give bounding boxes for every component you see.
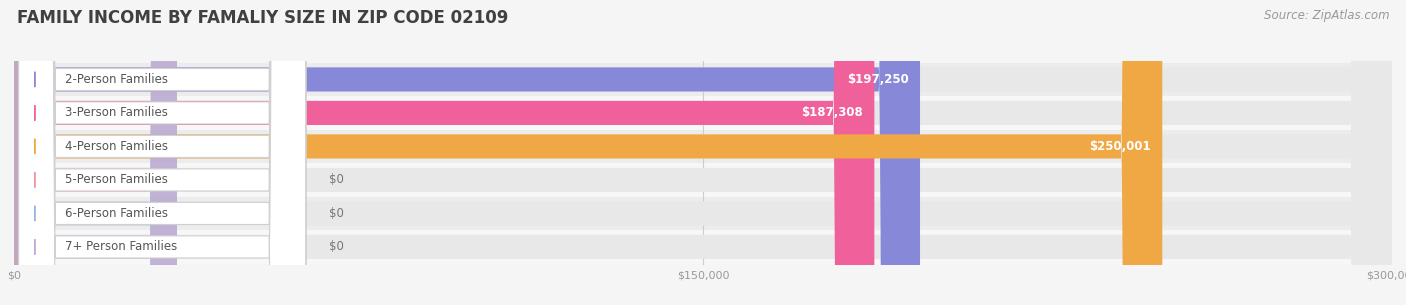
FancyBboxPatch shape <box>14 163 1392 197</box>
Text: 4-Person Families: 4-Person Families <box>65 140 167 153</box>
Text: Source: ZipAtlas.com: Source: ZipAtlas.com <box>1264 9 1389 22</box>
Text: 7+ Person Families: 7+ Person Families <box>65 240 177 253</box>
FancyBboxPatch shape <box>14 0 177 305</box>
Text: 6-Person Families: 6-Person Families <box>65 207 167 220</box>
FancyBboxPatch shape <box>14 0 875 305</box>
FancyBboxPatch shape <box>14 0 1392 305</box>
FancyBboxPatch shape <box>14 0 1392 305</box>
FancyBboxPatch shape <box>14 0 177 305</box>
Text: $0: $0 <box>329 174 343 186</box>
FancyBboxPatch shape <box>18 0 305 305</box>
FancyBboxPatch shape <box>14 0 1163 305</box>
FancyBboxPatch shape <box>18 0 305 305</box>
Text: $0: $0 <box>329 240 343 253</box>
FancyBboxPatch shape <box>18 0 305 305</box>
FancyBboxPatch shape <box>18 0 305 305</box>
FancyBboxPatch shape <box>18 0 305 305</box>
FancyBboxPatch shape <box>14 0 920 305</box>
FancyBboxPatch shape <box>14 0 1392 305</box>
Text: $197,250: $197,250 <box>846 73 908 86</box>
FancyBboxPatch shape <box>14 0 1392 305</box>
FancyBboxPatch shape <box>14 230 1392 264</box>
Text: $187,308: $187,308 <box>801 106 863 120</box>
Text: $0: $0 <box>329 207 343 220</box>
Text: 5-Person Families: 5-Person Families <box>65 174 167 186</box>
Text: FAMILY INCOME BY FAMALIY SIZE IN ZIP CODE 02109: FAMILY INCOME BY FAMALIY SIZE IN ZIP COD… <box>17 9 508 27</box>
FancyBboxPatch shape <box>14 197 1392 230</box>
FancyBboxPatch shape <box>14 63 1392 96</box>
Text: 3-Person Families: 3-Person Families <box>65 106 167 120</box>
FancyBboxPatch shape <box>14 130 1392 163</box>
FancyBboxPatch shape <box>14 96 1392 130</box>
FancyBboxPatch shape <box>14 0 177 305</box>
Text: $250,001: $250,001 <box>1090 140 1152 153</box>
FancyBboxPatch shape <box>14 0 1392 305</box>
FancyBboxPatch shape <box>14 0 1392 305</box>
FancyBboxPatch shape <box>18 0 305 305</box>
Text: 2-Person Families: 2-Person Families <box>65 73 167 86</box>
